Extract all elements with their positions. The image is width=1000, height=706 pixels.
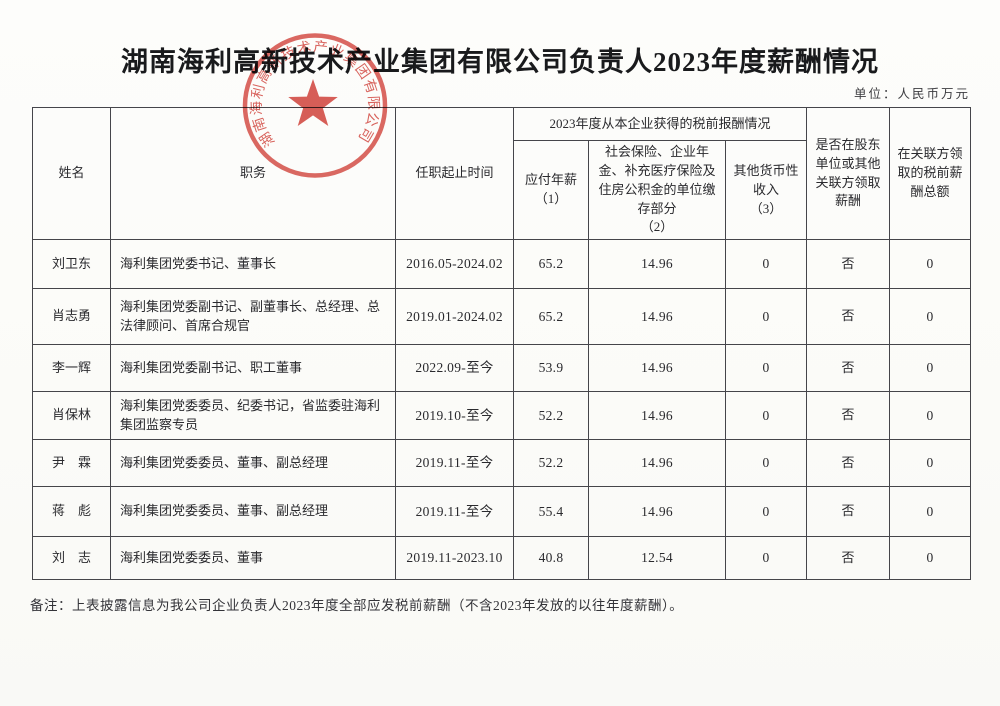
col-header-other-index: （3） bbox=[749, 200, 783, 216]
cell-related-total: 0 bbox=[889, 344, 971, 393]
cell-related-pay: 否 bbox=[806, 536, 890, 581]
cell-salary: 40.8 bbox=[513, 536, 589, 581]
table-row: 刘卫东 海利集团党委书记、董事长 2016.05-2024.02 65.2 14… bbox=[32, 239, 971, 290]
col-header-salary: 应付年薪 （1） bbox=[513, 139, 589, 241]
table-row: 肖志勇 海利集团党委副书记、副董事长、总经理、总法律顾问、首席合规官 2019.… bbox=[32, 288, 971, 346]
cell-salary: 52.2 bbox=[513, 439, 589, 488]
cell-salary: 65.2 bbox=[513, 239, 589, 290]
cell-name: 尹 霖 bbox=[32, 439, 111, 488]
cell-related-pay: 否 bbox=[806, 391, 890, 441]
cell-related-total: 0 bbox=[889, 239, 971, 290]
cell-insurance: 14.96 bbox=[588, 344, 726, 393]
col-header-term: 任职起止时间 bbox=[395, 106, 514, 241]
cell-position: 海利集团党委委员、董事 bbox=[110, 536, 396, 581]
cell-position: 海利集团党委委员、董事、副总经理 bbox=[110, 486, 396, 538]
salary-table: 姓名 职务 任职起止时间 2023年度从本企业获得的税前报酬情况 是否在股东单位… bbox=[32, 106, 971, 581]
cell-position: 海利集团党委委员、纪委书记，省监委驻海利集团监察专员 bbox=[110, 391, 396, 441]
cell-related-total: 0 bbox=[889, 391, 971, 441]
unit-label: 单位：人民币万元 bbox=[853, 87, 970, 101]
cell-term: 2019.11-至今 bbox=[395, 439, 514, 488]
footer-note: 备注：上表披露信息为我公司企业负责人2023年度全部应发税前薪酬（不含2023年… bbox=[30, 598, 684, 613]
col-header-name: 姓名 bbox=[32, 106, 111, 241]
cell-position: 海利集团党委副书记、职工董事 bbox=[110, 344, 396, 393]
col-header-salary-index: （1） bbox=[534, 191, 568, 207]
cell-position: 海利集团党委书记、董事长 bbox=[110, 239, 396, 290]
cell-related-pay: 否 bbox=[806, 344, 890, 393]
cell-salary: 52.2 bbox=[513, 391, 589, 441]
cell-name: 肖保林 bbox=[32, 391, 111, 441]
table-row: 蒋 彪 海利集团党委委员、董事、副总经理 2019.11-至今 55.4 14.… bbox=[32, 486, 971, 538]
table-row: 尹 霖 海利集团党委委员、董事、副总经理 2019.11-至今 52.2 14.… bbox=[32, 439, 971, 488]
cell-related-total: 0 bbox=[889, 486, 971, 538]
cell-position: 海利集团党委委员、董事、副总经理 bbox=[110, 439, 396, 488]
cell-other-income: 0 bbox=[725, 439, 807, 488]
cell-insurance: 12.54 bbox=[588, 536, 726, 581]
cell-other-income: 0 bbox=[725, 486, 807, 538]
cell-term: 2022.09-至今 bbox=[395, 344, 514, 393]
col-header-pretax-group: 2023年度从本企业获得的税前报酬情况 bbox=[513, 107, 807, 141]
cell-insurance: 14.96 bbox=[588, 439, 726, 488]
table-row: 肖保林 海利集团党委委员、纪委书记，省监委驻海利集团监察专员 2019.10-至… bbox=[32, 391, 971, 441]
cell-other-income: 0 bbox=[725, 239, 807, 290]
cell-term: 2019.01-2024.02 bbox=[395, 288, 514, 346]
cell-salary: 55.4 bbox=[513, 486, 589, 538]
col-header-other-label: 其他货币性收入 bbox=[733, 162, 799, 197]
page-title: 湖南海利高新技术产业集团有限公司负责人2023年度薪酬情况 bbox=[121, 47, 879, 77]
cell-name: 刘 志 bbox=[32, 536, 111, 581]
cell-related-pay: 否 bbox=[806, 439, 890, 488]
col-header-related-total: 在关联方领取的税前薪酬总额 bbox=[889, 106, 971, 241]
table-row: 李一辉 海利集团党委副书记、职工董事 2022.09-至今 53.9 14.96… bbox=[32, 344, 971, 393]
cell-other-income: 0 bbox=[725, 391, 807, 441]
cell-related-pay: 否 bbox=[806, 239, 890, 290]
cell-related-total: 0 bbox=[889, 536, 971, 581]
cell-related-total: 0 bbox=[889, 288, 971, 346]
cell-term: 2019.10-至今 bbox=[395, 391, 514, 441]
cell-salary: 53.9 bbox=[513, 344, 589, 393]
table-row: 刘 志 海利集团党委委员、董事 2019.11-2023.10 40.8 12.… bbox=[32, 536, 971, 581]
cell-salary: 65.2 bbox=[513, 288, 589, 346]
cell-name: 李一辉 bbox=[32, 344, 111, 393]
cell-other-income: 0 bbox=[725, 536, 807, 581]
cell-name: 刘卫东 bbox=[32, 239, 111, 290]
cell-term: 2019.11-2023.10 bbox=[395, 536, 514, 581]
cell-name: 肖志勇 bbox=[32, 288, 111, 346]
cell-insurance: 14.96 bbox=[588, 391, 726, 441]
cell-insurance: 14.96 bbox=[588, 288, 726, 346]
col-header-insurance-label: 社会保险、企业年金、补充医疗保险及住房公积金的单位缴存部分 bbox=[598, 144, 716, 216]
cell-term: 2019.11-至今 bbox=[395, 486, 514, 538]
col-header-related-pay: 是否在股东单位或其他关联方领取薪酬 bbox=[806, 106, 890, 241]
col-header-insurance: 社会保险、企业年金、补充医疗保险及住房公积金的单位缴存部分 （2） bbox=[588, 139, 726, 241]
cell-related-pay: 否 bbox=[806, 288, 890, 346]
cell-name: 蒋 彪 bbox=[32, 486, 111, 538]
cell-related-total: 0 bbox=[889, 439, 971, 488]
col-header-salary-label: 应付年薪 bbox=[524, 172, 577, 188]
cell-other-income: 0 bbox=[725, 344, 807, 393]
cell-position: 海利集团党委副书记、副董事长、总经理、总法律顾问、首席合规官 bbox=[110, 288, 396, 346]
cell-insurance: 14.96 bbox=[588, 239, 726, 290]
table-header-row-1: 姓名 职务 任职起止时间 2023年度从本企业获得的税前报酬情况 是否在股东单位… bbox=[32, 106, 971, 241]
cell-term: 2016.05-2024.02 bbox=[395, 239, 514, 290]
cell-related-pay: 否 bbox=[806, 486, 890, 538]
table-header-row-2: 应付年薪 （1） 社会保险、企业年金、补充医疗保险及住房公积金的单位缴存部分 （… bbox=[33, 139, 971, 241]
cell-insurance: 14.96 bbox=[588, 486, 726, 538]
col-header-insurance-index: （2） bbox=[640, 219, 674, 235]
col-header-other: 其他货币性收入 （3） bbox=[725, 139, 807, 241]
cell-other-income: 0 bbox=[725, 288, 807, 346]
col-header-position: 职务 bbox=[110, 106, 396, 241]
